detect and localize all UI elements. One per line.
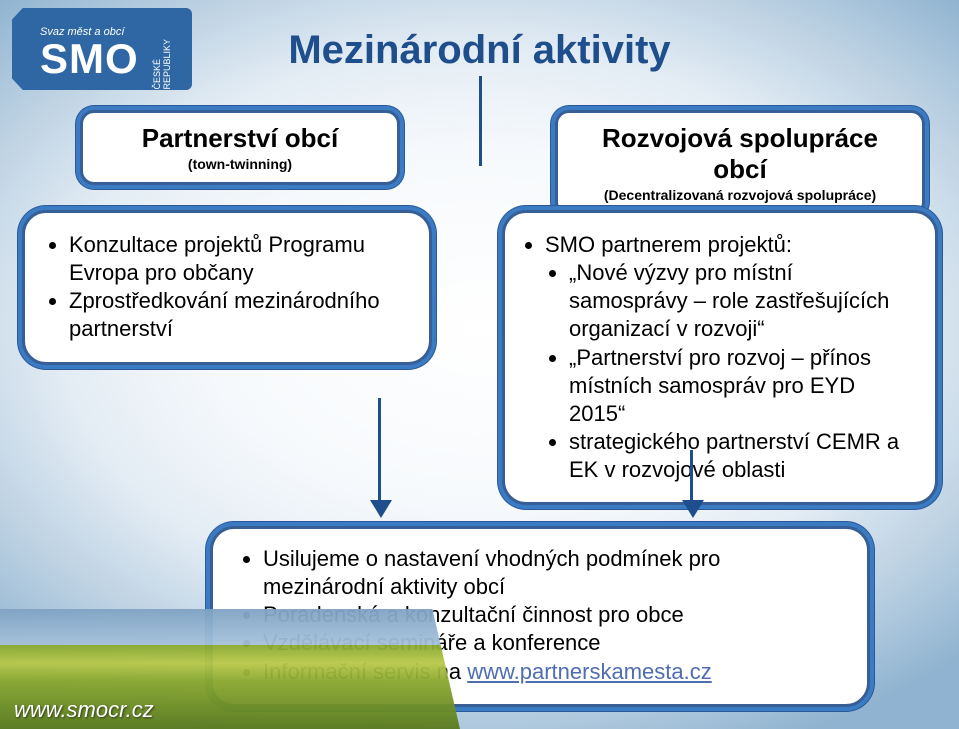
top-box-left-title: Partnerství obcí: [101, 123, 379, 154]
list-item-lead: SMO partnerem projektů:: [545, 232, 792, 257]
list-item: strategického partnerství CEMR a EK v ro…: [569, 428, 911, 484]
top-box-right-title: Rozvojová spolupráce obcí: [576, 123, 904, 185]
list-item: Zprostředkování mezinárodního partnerstv…: [69, 287, 405, 343]
top-box-right: Rozvojová spolupráce obcí (Decentralizov…: [555, 110, 925, 216]
top-box-left-subtitle: (town-twinning): [101, 156, 379, 172]
arrow-shaft-right: [690, 450, 693, 500]
logo-text: Svaz měst a obcí SMO: [40, 26, 139, 80]
list-item: „Partnerství pro rozvoj – přínos místníc…: [569, 344, 911, 428]
logo-side: ČESKÉ REPUBLIKY: [152, 36, 172, 90]
list-item: Konzultace projektů Programu Evropa pro …: [69, 231, 405, 287]
list-item: SMO partnerem projektů: „Nové výzvy pro …: [545, 231, 911, 484]
slide: Svaz měst a obcí SMO ČESKÉ REPUBLIKY Mez…: [0, 0, 959, 729]
list-item: „Nové výzvy pro místní samosprávy – role…: [569, 259, 911, 343]
connector-top: [479, 76, 482, 166]
arrow-head-left: [370, 500, 392, 518]
logo-badge: Svaz měst a obcí SMO ČESKÉ REPUBLIKY: [12, 8, 192, 90]
partner-link[interactable]: www.partnerskamesta.cz: [467, 659, 712, 684]
list-item: Usilujeme o nastavení vhodných podmínek …: [263, 545, 841, 601]
footer-url[interactable]: www.smocr.cz: [14, 697, 154, 723]
mid-box-right: SMO partnerem projektů: „Nové výzvy pro …: [502, 210, 938, 505]
slide-title: Mezinárodní aktivity: [288, 28, 670, 73]
logo-big: SMO: [40, 38, 139, 80]
top-box-left: Partnerství obcí (town-twinning): [80, 110, 400, 185]
mid-box-left: Konzultace projektů Programu Evropa pro …: [22, 210, 432, 365]
arrow-shaft-left: [378, 398, 381, 500]
top-box-right-subtitle: (Decentralizovaná rozvojová spolupráce): [576, 187, 904, 203]
arrow-head-right: [682, 500, 704, 518]
